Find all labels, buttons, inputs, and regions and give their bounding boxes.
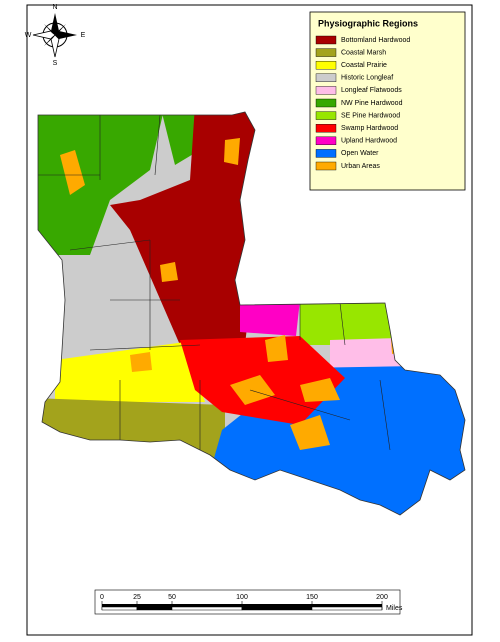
legend-label: Open Water xyxy=(341,150,379,157)
legend-swatch xyxy=(315,61,337,70)
compass: N S E W xyxy=(25,4,86,67)
scale-segment xyxy=(312,604,382,607)
scale-unit: Miles xyxy=(386,605,403,612)
region xyxy=(300,378,340,402)
scale-label: 0 xyxy=(100,594,104,601)
legend-label: NW Pine Hardwood xyxy=(341,100,403,107)
scale-bar: Miles 0 25 50 100 150 200 xyxy=(94,589,403,615)
scale-label: 150 xyxy=(306,594,318,601)
legend-label: Coastal Marsh xyxy=(341,49,386,56)
scale-segment xyxy=(171,606,243,611)
region xyxy=(330,338,408,372)
scale-segment xyxy=(136,606,173,611)
legend-swatch xyxy=(315,98,337,108)
region xyxy=(290,415,330,450)
legend-label: Historic Longleaf xyxy=(341,75,393,82)
scale-segment xyxy=(101,606,138,611)
legend: Physiographic Regions Bottomland Hardwoo… xyxy=(309,11,466,191)
scale-segment xyxy=(311,606,383,611)
legend-label: Coastal Prairie xyxy=(341,62,387,69)
legend-label: Urban Areas xyxy=(341,163,380,170)
legend-swatch xyxy=(315,161,337,171)
region xyxy=(160,262,178,282)
region xyxy=(130,352,152,372)
region xyxy=(240,300,300,336)
legend-label: Longleaf Flatwoods xyxy=(341,87,402,94)
compass-north: N xyxy=(52,4,57,11)
region xyxy=(55,342,205,402)
scale-label: 50 xyxy=(168,594,176,601)
scale-segment xyxy=(242,604,312,607)
region xyxy=(110,112,260,345)
legend-swatch xyxy=(315,86,337,95)
legend-swatch xyxy=(315,149,337,158)
region xyxy=(265,335,288,362)
scale-label: 25 xyxy=(133,594,141,601)
region xyxy=(300,300,392,345)
legend-label: Bottomland Hardwood xyxy=(341,37,410,44)
legend-label: Upland Hardwood xyxy=(341,138,397,145)
compass-south: S xyxy=(53,60,58,67)
legend-swatch xyxy=(315,123,337,133)
region xyxy=(38,112,165,255)
legend-swatch xyxy=(315,48,337,57)
scale-segment xyxy=(241,606,313,611)
legend-title: Physiographic Regions xyxy=(318,18,418,28)
legend-label: Swamp Hardwood xyxy=(341,125,398,132)
state-outline xyxy=(37,111,466,516)
region xyxy=(224,138,240,165)
compass-east: E xyxy=(81,32,86,39)
legend-swatch xyxy=(315,111,337,120)
scale-label: 200 xyxy=(376,594,388,601)
scale-label: 100 xyxy=(236,594,248,601)
scale-segment xyxy=(172,604,242,607)
region xyxy=(60,150,85,195)
scale-segment xyxy=(102,604,137,607)
legend-swatch xyxy=(315,35,337,45)
legend-swatch xyxy=(315,136,337,146)
scale-segment xyxy=(137,604,172,607)
legend-label: SE Pine Hardwood xyxy=(341,112,400,119)
region xyxy=(230,375,275,405)
legend-swatch xyxy=(315,73,337,83)
compass-west: W xyxy=(25,32,32,39)
